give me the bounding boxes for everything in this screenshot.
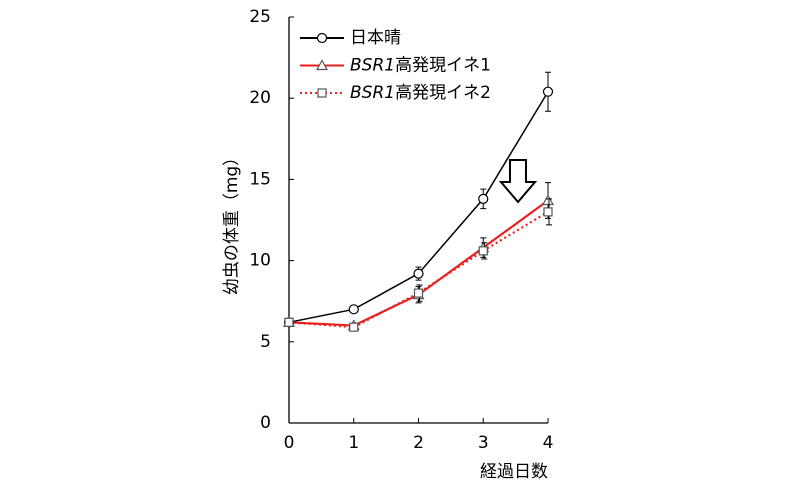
marker	[284, 317, 294, 327]
y-tick-label: 5	[260, 332, 271, 352]
marker	[542, 86, 554, 97]
legend-marker	[316, 32, 328, 44]
marker	[478, 193, 489, 204]
marker	[413, 268, 424, 279]
legend-marker	[317, 88, 327, 98]
x-tick-label: 3	[478, 433, 489, 453]
y-axis-label: 幼虫の体重（mg）	[222, 149, 242, 295]
legend-label: BSR1高発現イネ2	[350, 83, 491, 103]
arrow-annotation	[498, 159, 538, 204]
y-tick-label: 15	[249, 169, 271, 189]
y-tick-label: 20	[249, 88, 271, 108]
x-tick-label: 4	[543, 433, 554, 453]
marker	[478, 246, 488, 256]
x-axis-label: 経過日数	[480, 462, 548, 482]
marker	[543, 207, 553, 217]
legend-marker	[315, 59, 329, 71]
y-tick-label: 25	[249, 7, 271, 27]
marker	[541, 194, 555, 206]
marker	[348, 304, 359, 315]
series-line	[288, 199, 549, 327]
series-line	[288, 210, 549, 329]
x-tick-label: 1	[348, 433, 359, 453]
x-tick-label: 0	[284, 433, 295, 453]
marker	[349, 322, 359, 332]
marker	[413, 288, 424, 298]
y-tick-label: 10	[249, 251, 271, 271]
legend-label: BSR1高発現イネ1	[350, 56, 491, 76]
x-tick-label: 2	[413, 433, 424, 453]
y-tick-label: 0	[260, 413, 271, 433]
legend-label: 日本晴	[350, 28, 401, 48]
